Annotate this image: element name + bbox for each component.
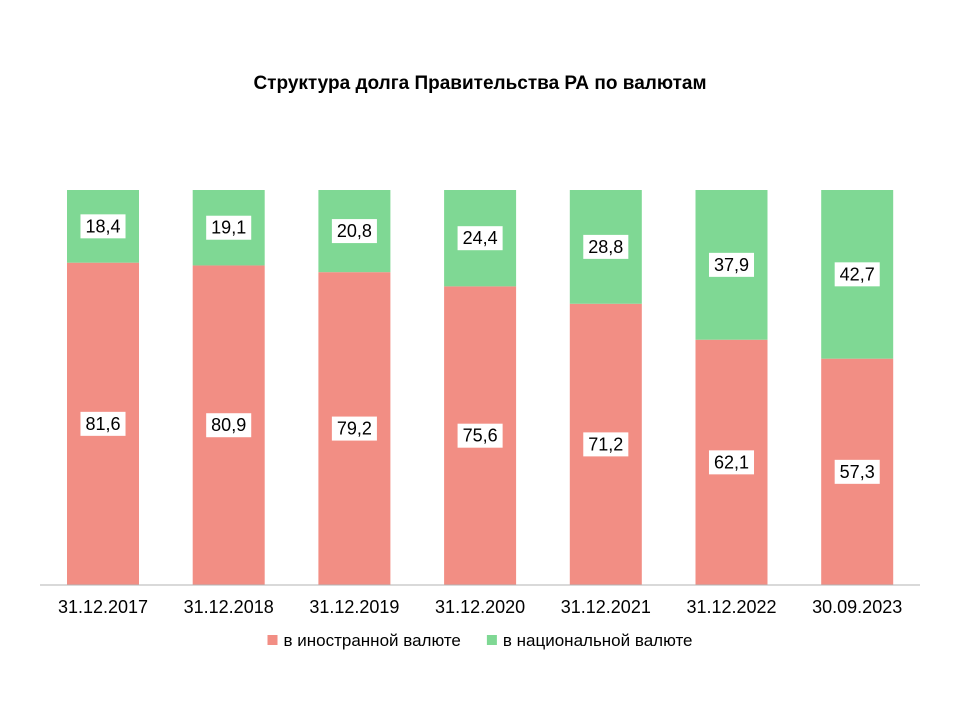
legend: в иностранной валюте в национальной валют…	[267, 631, 693, 650]
data-label: 28,8	[588, 237, 623, 257]
data-label: 20,8	[337, 221, 372, 241]
data-label-background	[206, 413, 252, 438]
data-label: 62,1	[714, 452, 749, 472]
data-label-background	[708, 450, 755, 475]
data-label-background	[331, 416, 377, 441]
data-label-background	[331, 219, 377, 244]
data-label: 37,9	[714, 255, 749, 275]
data-label-background	[708, 252, 755, 277]
x-tick-label: 31.12.2018	[184, 597, 274, 617]
data-label-background	[206, 215, 252, 240]
legend-swatch	[267, 635, 278, 645]
data-label-background	[457, 226, 503, 251]
x-tick-label: 31.12.2020	[435, 597, 525, 617]
legend-label: в национальной валюте	[503, 631, 693, 650]
data-label-background	[80, 214, 126, 239]
legend-swatch	[486, 635, 497, 645]
x-tick-label: 31.12.2019	[309, 597, 399, 617]
data-label: 24,4	[463, 228, 498, 248]
data-label: 75,6	[463, 426, 498, 446]
x-tick-label: 30.09.2023	[812, 597, 902, 617]
data-labels-layer: 81,6 18,4 80,9 19,1 79,2 20,8 75,6 24,4 71,2 28,8…	[80, 214, 880, 484]
x-tick-label: 31.12.2017	[58, 597, 148, 617]
data-label-background	[834, 459, 880, 484]
data-label: 71,2	[588, 434, 623, 454]
x-tick-labels: 31.12.2017 31.12.2018 31.12.2019 31.12.2020…	[58, 597, 902, 617]
x-tick-label: 31.12.2021	[561, 597, 651, 617]
data-label-background	[834, 262, 880, 287]
data-label-background	[583, 432, 629, 457]
chart-title: Структура долга Правительства РА по валю…	[253, 73, 706, 94]
data-label: 79,2	[337, 419, 372, 439]
legend-item: в национальной валюте	[486, 631, 693, 650]
x-tick-label: 31.12.2022	[686, 597, 776, 617]
data-label: 18,4	[85, 216, 120, 236]
data-label: 81,6	[85, 414, 120, 434]
data-label: 42,7	[840, 264, 875, 284]
data-label-background	[80, 411, 126, 436]
data-label: 19,1	[211, 218, 246, 238]
legend-label: в иностранной валюте	[284, 631, 461, 650]
data-label-background	[457, 423, 503, 448]
data-label: 57,3	[840, 462, 875, 482]
legend-item: в иностранной валюте	[267, 631, 461, 650]
data-label-background	[583, 234, 629, 259]
data-label: 80,9	[211, 415, 246, 435]
